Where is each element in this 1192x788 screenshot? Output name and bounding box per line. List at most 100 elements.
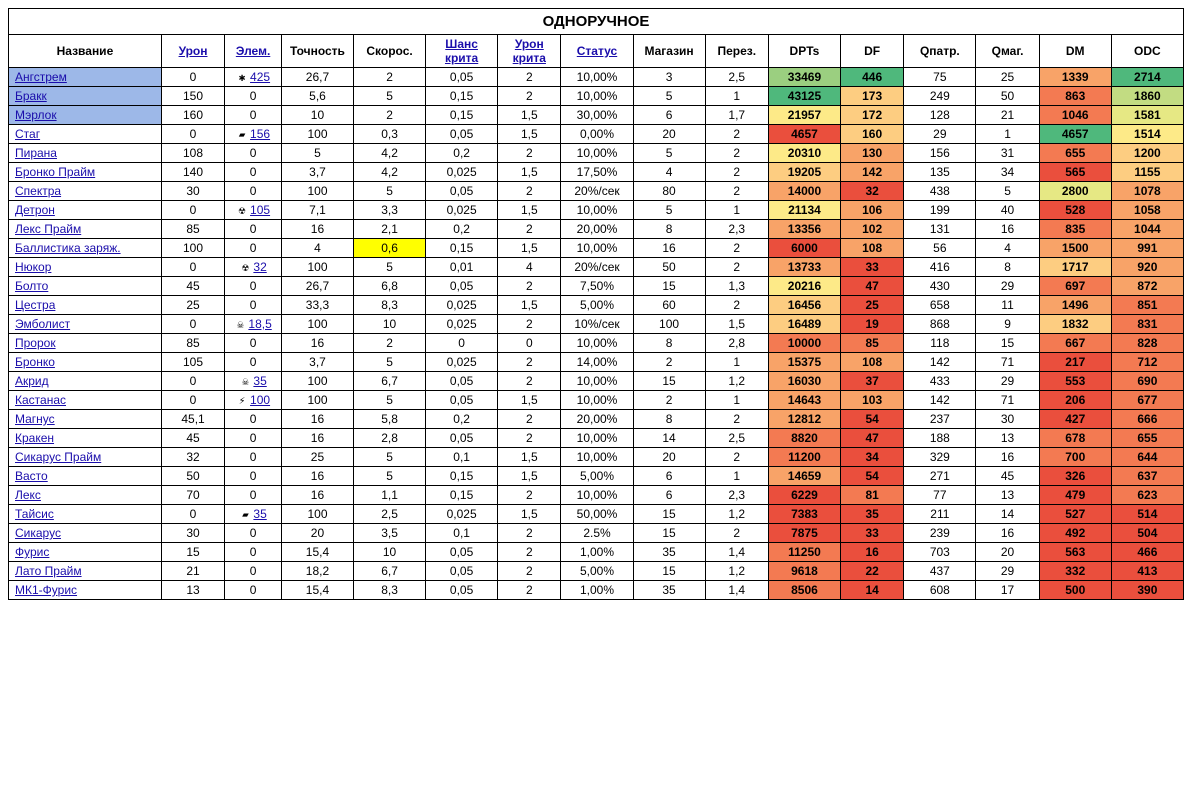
weapon-link[interactable]: Пирана	[15, 146, 57, 160]
weapon-link[interactable]: Сикарус Прайм	[15, 450, 101, 464]
weapon-link[interactable]: Бронко	[15, 355, 55, 369]
header-link[interactable]: Урон крита	[513, 37, 546, 65]
element-link[interactable]: 156	[250, 127, 270, 141]
weapon-link[interactable]: Васто	[15, 469, 48, 483]
element-link[interactable]: 425	[250, 70, 270, 84]
weapon-name-cell[interactable]: Фурис	[9, 543, 162, 562]
cell-3: 10	[354, 543, 426, 562]
weapon-name-cell[interactable]: Баллистика заряж.	[9, 239, 162, 258]
weapon-name-cell[interactable]: Мэрлок	[9, 106, 162, 125]
weapon-name-cell[interactable]: Кракен	[9, 429, 162, 448]
cell-0: 108	[161, 144, 224, 163]
weapon-link[interactable]: Баллистика заряж.	[15, 241, 121, 255]
weapon-name-cell[interactable]: Болто	[9, 277, 162, 296]
weapon-name-cell[interactable]: Бронко Прайм	[9, 163, 162, 182]
weapon-name-cell[interactable]: Стаг	[9, 125, 162, 144]
weapon-link[interactable]: Бронко Прайм	[15, 165, 95, 179]
cell-2: 100	[281, 505, 353, 524]
weapon-name-cell[interactable]: Пирана	[9, 144, 162, 163]
cell-12: 45	[976, 467, 1039, 486]
weapon-name-cell[interactable]: Васто	[9, 467, 162, 486]
header-link[interactable]: Статус	[577, 44, 617, 58]
element-link[interactable]: 18,5	[248, 317, 271, 331]
cell-11: 142	[904, 353, 976, 372]
weapon-link[interactable]: Пророк	[15, 336, 56, 350]
cell-10: 34	[840, 448, 903, 467]
cell-9: 20216	[768, 277, 840, 296]
weapon-link[interactable]: Детрон	[15, 203, 55, 217]
weapon-name-cell[interactable]: МК1-Фурис	[9, 581, 162, 600]
cell-1: 0	[225, 334, 282, 353]
weapon-link[interactable]: Акрид	[15, 374, 49, 388]
weapon-link[interactable]: Болто	[15, 279, 48, 293]
weapon-name-cell[interactable]: Лекс	[9, 486, 162, 505]
weapon-name-cell[interactable]: Бракк	[9, 87, 162, 106]
weapon-name-cell[interactable]: Магнус	[9, 410, 162, 429]
weapon-link[interactable]: Нюкор	[15, 260, 51, 274]
element-link[interactable]: 105	[250, 203, 270, 217]
weapon-link[interactable]: Ангстрем	[15, 70, 67, 84]
weapon-name-cell[interactable]: Сикарус Прайм	[9, 448, 162, 467]
cell-13: 1339	[1039, 68, 1111, 87]
cell-6: 5,00%	[561, 562, 633, 581]
weapon-link[interactable]: Тайсис	[15, 507, 54, 521]
cell-4: 0,1	[426, 524, 498, 543]
element-link[interactable]: 35	[253, 374, 266, 388]
weapon-link[interactable]: МК1-Фурис	[15, 583, 77, 597]
col-header-7[interactable]: Статус	[561, 35, 633, 68]
weapon-name-cell[interactable]: Тайсис	[9, 505, 162, 524]
weapon-name-cell[interactable]: Лекс Прайм	[9, 220, 162, 239]
col-header-1[interactable]: Урон	[161, 35, 224, 68]
weapon-name-cell[interactable]: Нюкор	[9, 258, 162, 277]
cell-6: 7,50%	[561, 277, 633, 296]
weapon-name-cell[interactable]: Сикарус	[9, 524, 162, 543]
header-link[interactable]: Элем.	[236, 44, 270, 58]
cell-0: 32	[161, 448, 224, 467]
weapon-link[interactable]: Стаг	[15, 127, 40, 141]
weapon-name-cell[interactable]: Акрид	[9, 372, 162, 391]
cell-2: 15,4	[281, 543, 353, 562]
weapon-name-cell[interactable]: Спектра	[9, 182, 162, 201]
weapon-name-cell[interactable]: Пророк	[9, 334, 162, 353]
element-link[interactable]: 35	[253, 507, 266, 521]
element-link[interactable]: 100	[250, 393, 270, 407]
cell-8: 2,5	[705, 68, 768, 87]
weapon-name-cell[interactable]: Ангстрем	[9, 68, 162, 87]
weapon-link[interactable]: Мэрлок	[15, 108, 57, 122]
col-header-15: ODC	[1111, 35, 1183, 68]
weapon-link[interactable]: Кастанас	[15, 393, 66, 407]
weapon-name-cell[interactable]: Детрон	[9, 201, 162, 220]
header-link[interactable]: Урон	[179, 44, 208, 58]
weapon-name-cell[interactable]: Лато Прайм	[9, 562, 162, 581]
cell-3: 5	[354, 87, 426, 106]
weapon-link[interactable]: Спектра	[15, 184, 61, 198]
header-link[interactable]: Шанс крита	[445, 37, 478, 65]
cell-10: 160	[840, 125, 903, 144]
corr-icon: ▰	[239, 509, 251, 521]
element-link[interactable]: 32	[253, 260, 266, 274]
table-row: Тайсис0▰351002,50,0251,550,00%151,273833…	[9, 505, 1184, 524]
weapon-name-cell[interactable]: Цестра	[9, 296, 162, 315]
weapon-link[interactable]: Лекс Прайм	[15, 222, 81, 236]
col-header-2[interactable]: Элем.	[225, 35, 282, 68]
weapon-link[interactable]: Бракк	[15, 89, 47, 103]
col-header-5[interactable]: Шанс крита	[426, 35, 498, 68]
cell-5: 1,5	[498, 505, 561, 524]
cell-12: 5	[976, 182, 1039, 201]
weapon-link[interactable]: Фурис	[15, 545, 49, 559]
weapon-link[interactable]: Магнус	[15, 412, 55, 426]
weapon-link[interactable]: Эмболист	[15, 317, 70, 331]
weapon-link[interactable]: Лекс	[15, 488, 41, 502]
weapon-link[interactable]: Кракен	[15, 431, 54, 445]
weapon-name-cell[interactable]: Эмболист	[9, 315, 162, 334]
table-row: Лекс700161,10,15210,00%62,36229817713479…	[9, 486, 1184, 505]
cell-13: 332	[1039, 562, 1111, 581]
cell-2: 26,7	[281, 68, 353, 87]
col-header-6[interactable]: Урон крита	[498, 35, 561, 68]
weapon-link[interactable]: Цестра	[15, 298, 55, 312]
weapon-name-cell[interactable]: Кастанас	[9, 391, 162, 410]
weapon-name-cell[interactable]: Бронко	[9, 353, 162, 372]
weapon-link[interactable]: Сикарус	[15, 526, 61, 540]
cell-13: 479	[1039, 486, 1111, 505]
weapon-link[interactable]: Лато Прайм	[15, 564, 82, 578]
